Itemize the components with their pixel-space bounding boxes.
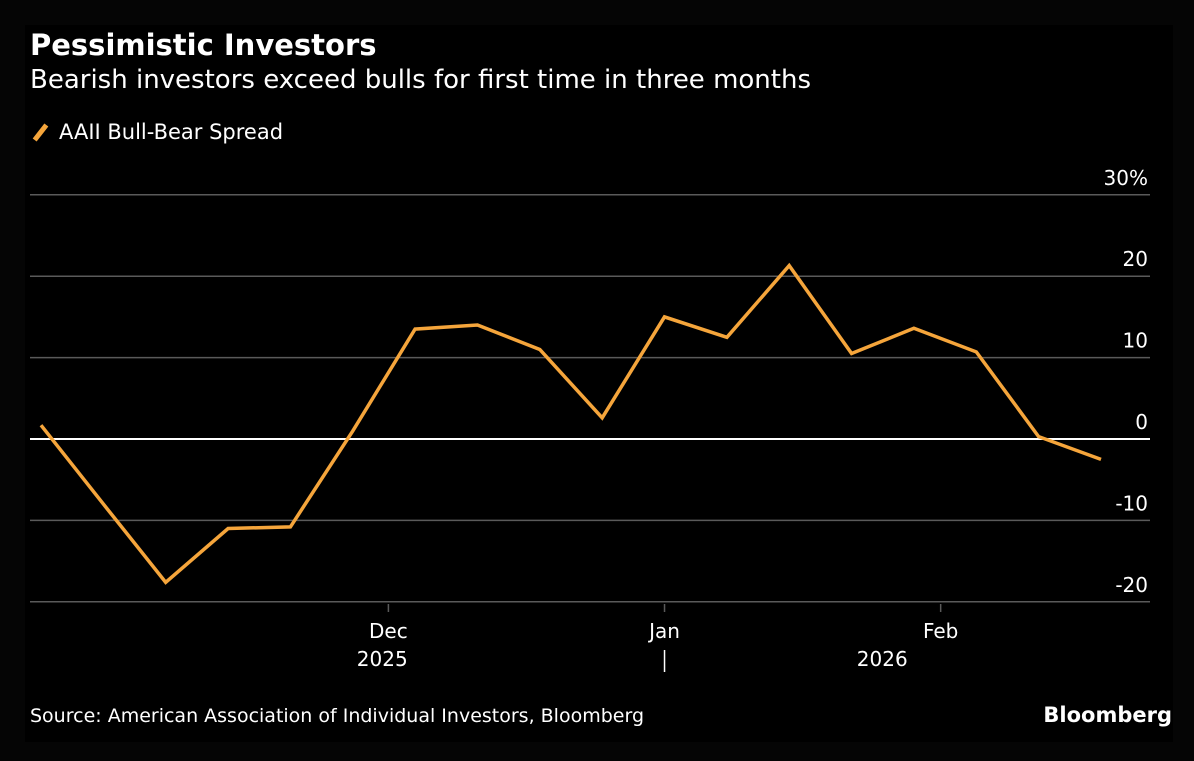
legend-label: AAII Bull-Bear Spread [59, 120, 284, 144]
chart-panel [25, 25, 1173, 742]
x-year-label: 2026 [857, 647, 908, 671]
source-note: Source: American Association of Individu… [30, 705, 645, 727]
chart-subtitle: Bearish investors exceed bulls for first… [30, 65, 812, 95]
gridlines [30, 194, 1150, 603]
legend: AAII Bull-Bear Spread [30, 120, 283, 144]
y-tick-label: 10 [1123, 329, 1148, 353]
x-year-label: 2025 [357, 647, 408, 671]
y-tick-label: -20 [1115, 573, 1148, 597]
x-tick-label: Feb [923, 619, 958, 643]
x-tick-label: Jan [647, 619, 680, 643]
series-line-aaii-bull-bear-spread [39, 262, 1102, 585]
axes: 30% 20 10 0 -10 -20 Dec Jan Feb 2025 2026 [357, 166, 1148, 672]
y-tick-label: 0 [1135, 410, 1148, 434]
bloomberg-logo: Bloomberg [1043, 703, 1172, 727]
series-layer [39, 262, 1102, 585]
y-tick-label: -10 [1115, 491, 1148, 515]
x-tick-label: Dec [369, 619, 408, 643]
y-tick-label: 20 [1123, 247, 1148, 271]
chart-title: Pessimistic Investors [30, 28, 377, 62]
y-tick-label: 30% [1104, 166, 1148, 190]
